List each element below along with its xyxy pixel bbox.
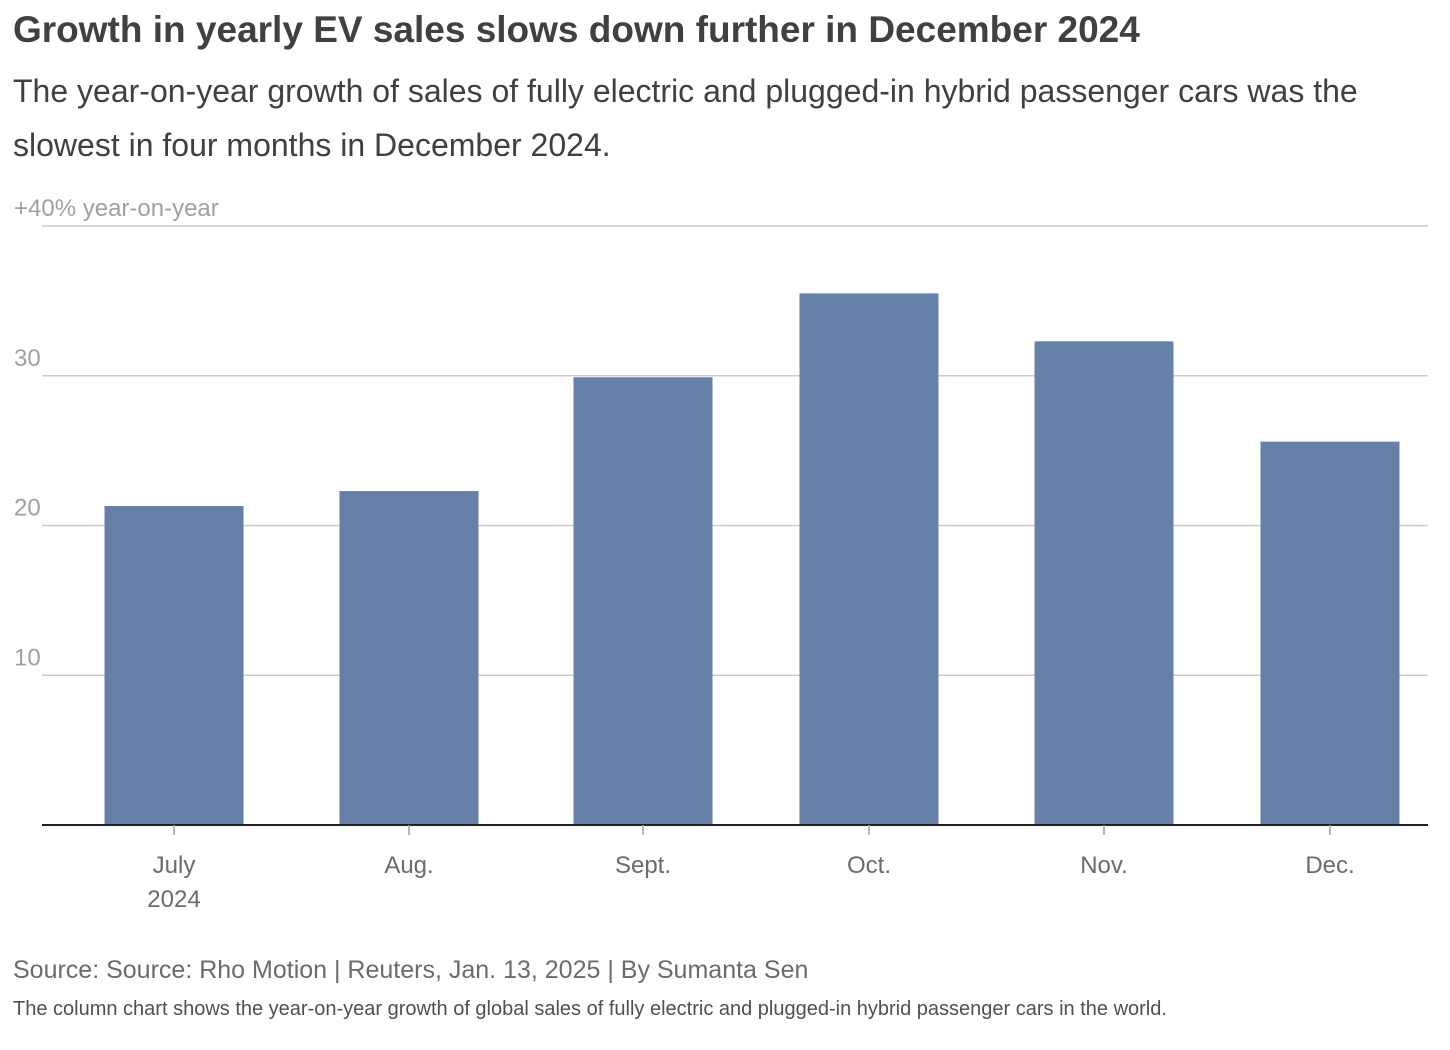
bar-2 [339,491,479,825]
bar-3 [573,377,713,825]
x-tick-label-5: Nov. [1080,852,1128,879]
y-tick-label-10: 10 [14,644,41,671]
chart-area: 10 20 30 +40% year-on-year July 2024 Aug. Sept.… [0,180,1450,930]
x-tick-label-6: Dec. [1305,852,1354,879]
y-tick-label-30: 30 [14,345,41,372]
chart-description: The column chart shows the year-on-year … [13,998,1167,1020]
bar-4 [799,293,939,825]
bar-chart: 10 20 30 +40% year-on-year July 2024 Aug. Sept.… [14,195,1428,913]
y-tick-label-40: +40% year-on-year [14,195,219,222]
source-line: Source: Source: Rho Motion | Reuters, Ja… [13,956,809,984]
x-tick-label-4: Oct. [847,852,891,879]
chart-subtitle: The year-on-year growth of sales of full… [13,73,1358,163]
chart-title: Growth in yearly EV sales slows down fur… [13,9,1140,50]
x-tick-label-3: Sept. [615,852,671,879]
bar-6 [1260,441,1400,825]
x-tick-label-1: July [153,852,196,879]
bar-1 [104,506,244,825]
bar-5 [1034,341,1174,825]
y-tick-label-20: 20 [14,495,41,522]
x-tick-label-2: Aug. [384,852,433,879]
x-tick-sublabel-1: 2024 [147,886,200,913]
